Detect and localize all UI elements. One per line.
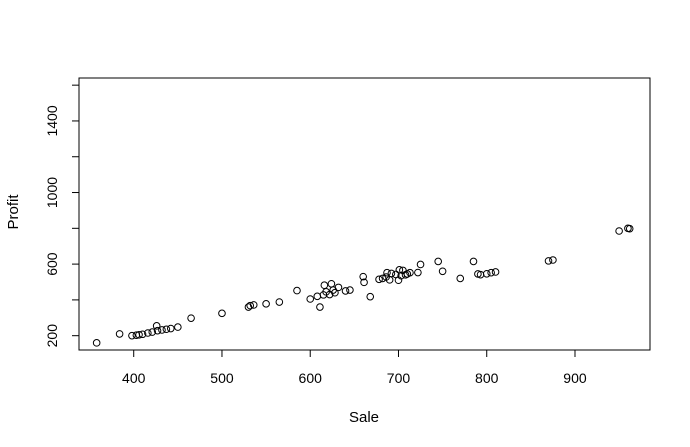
data-point xyxy=(491,268,500,276)
y-tick-label: 1400 xyxy=(44,105,60,136)
data-point xyxy=(246,301,255,310)
data-point xyxy=(414,268,422,277)
x-tick-label: 900 xyxy=(563,370,587,386)
data-point xyxy=(375,275,383,284)
data-point xyxy=(456,274,465,283)
data-point xyxy=(174,323,182,331)
data-point xyxy=(387,269,396,278)
data-point xyxy=(153,326,162,335)
data-point xyxy=(406,268,414,277)
x-tick-label: 600 xyxy=(299,370,323,386)
x-tick-label: 700 xyxy=(387,370,411,386)
data-point xyxy=(383,268,391,277)
data-point xyxy=(249,301,258,309)
data-point xyxy=(293,286,301,295)
x-tick-label: 400 xyxy=(122,370,146,386)
y-tick-label: 200 xyxy=(44,324,60,348)
data-point xyxy=(625,224,634,233)
data-point xyxy=(244,303,253,311)
x-tick-label: 500 xyxy=(210,370,234,386)
data-point xyxy=(360,278,368,287)
data-point xyxy=(438,267,447,276)
data-point xyxy=(359,272,367,281)
data-point xyxy=(92,339,101,347)
data-point xyxy=(549,256,557,264)
data-point xyxy=(115,330,124,338)
data-point xyxy=(615,227,623,235)
data-point xyxy=(218,309,226,318)
data-point xyxy=(482,269,491,278)
data-point xyxy=(275,298,284,306)
data-point xyxy=(469,257,478,266)
y-axis: 200 600 1000 1400 xyxy=(44,84,80,348)
data-point xyxy=(320,281,329,290)
data-point xyxy=(327,279,336,288)
data-point xyxy=(544,257,553,265)
data-point xyxy=(306,295,315,303)
data-point xyxy=(366,292,375,301)
x-tick-label: 800 xyxy=(475,370,499,386)
y-tick-label: 600 xyxy=(44,252,60,276)
data-point xyxy=(135,330,143,339)
data-point xyxy=(148,328,157,336)
data-point xyxy=(341,287,350,295)
data-point xyxy=(144,329,152,337)
data-point xyxy=(434,257,442,266)
y-tick-label: 1000 xyxy=(44,177,60,208)
data-point xyxy=(378,274,387,283)
data-point xyxy=(316,303,324,311)
data-point xyxy=(346,286,354,294)
x-axis-title: Sale xyxy=(349,409,379,426)
data-point xyxy=(416,260,425,269)
data-point xyxy=(128,331,136,340)
plot-frame xyxy=(78,77,651,351)
data-point xyxy=(313,292,322,301)
data-point xyxy=(166,324,175,333)
data-point xyxy=(138,330,147,339)
data-point xyxy=(334,283,343,292)
y-axis-title: Profit xyxy=(5,194,22,230)
data-point xyxy=(162,325,171,334)
data-point xyxy=(487,268,495,277)
data-points xyxy=(92,224,634,347)
data-point xyxy=(187,314,195,322)
x-axis: 400 500 600 700 800 900 xyxy=(122,349,587,386)
data-point xyxy=(152,322,161,330)
data-point xyxy=(158,326,166,334)
data-point xyxy=(331,288,339,297)
data-point xyxy=(262,300,270,308)
